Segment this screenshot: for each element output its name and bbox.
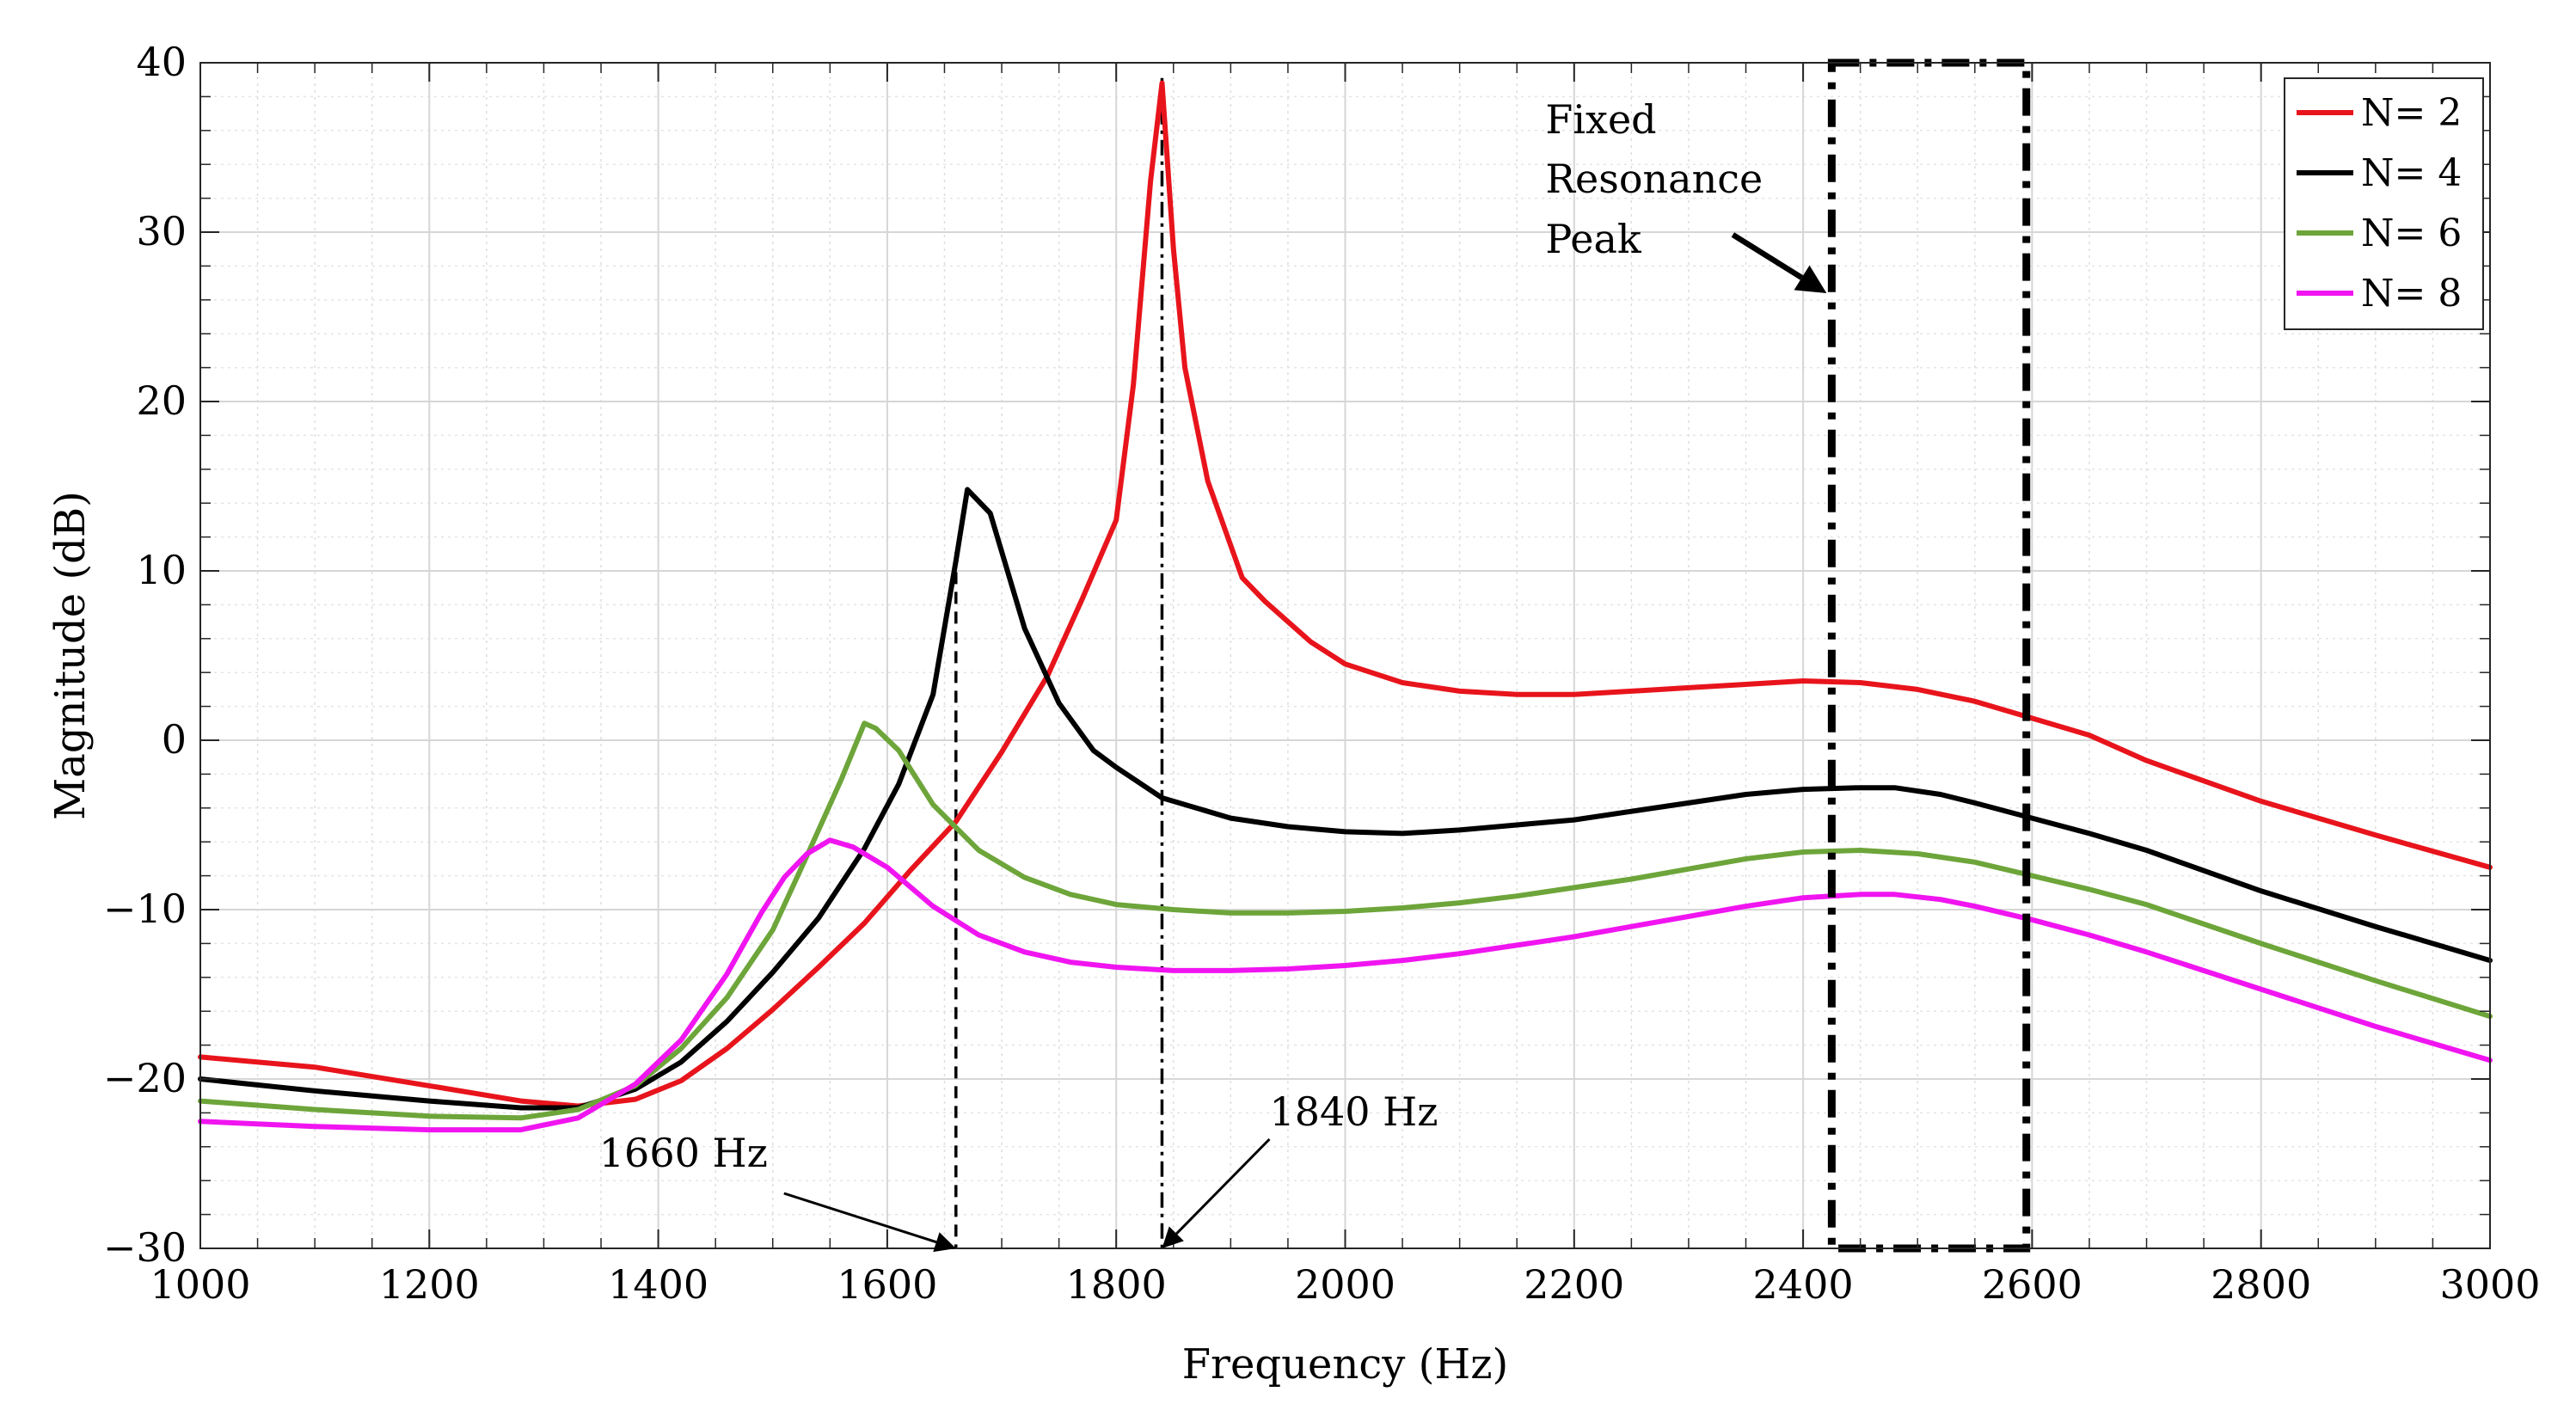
- annotation-fixed-line-2: Resonance: [1545, 156, 1763, 202]
- legend-label-3: N= 6: [2361, 212, 2462, 255]
- series-line-1: [198, 80, 2493, 1109]
- series-lines: [198, 80, 2493, 1133]
- arrow-fixed: [1731, 232, 1827, 293]
- legend-box: [2284, 77, 2484, 330]
- x-axis-label: Frequency (Hz): [1182, 1340, 1508, 1389]
- y-tick-label: 10: [136, 547, 187, 593]
- arrow-1840: [1162, 1137, 1271, 1248]
- y-tick-label: −20: [103, 1055, 187, 1101]
- legend-label-2: N= 4: [2361, 151, 2462, 195]
- arrow-1660: [783, 1192, 956, 1253]
- annotation-1840-hz: 1840 Hz: [1269, 1088, 1438, 1135]
- y-tick-label: 0: [162, 716, 187, 763]
- y-tick-label: 40: [136, 39, 187, 85]
- arrow-1660-head: [933, 1232, 956, 1253]
- arrow-fixed-shaft: [1731, 232, 1804, 280]
- annotation-fixed-line-3: Peak: [1545, 216, 1642, 262]
- x-tick-label: 1000: [150, 1261, 250, 1308]
- x-tick-label: 1800: [1066, 1261, 1167, 1308]
- x-tick-labels: 1000 1200 1400 1600 1800 2000 2200 2400 2600 2800…: [150, 1261, 2540, 1308]
- series-line-4: [198, 837, 2493, 1133]
- y-tick-labels: −30 −20 −10 0 10 20 30 40: [103, 39, 187, 1271]
- x-tick-label: 1400: [608, 1261, 708, 1308]
- series-line-2: [198, 487, 2493, 1111]
- x-tick-label: 2000: [1295, 1261, 1395, 1308]
- frequency-markers: [954, 77, 1164, 1248]
- series-line-3: [198, 720, 2493, 1121]
- axis-ticks: [199, 62, 2491, 1249]
- x-tick-label: 2200: [1524, 1261, 1624, 1308]
- legend-label-1: N= 2: [2361, 91, 2462, 135]
- annotation-1660-hz: 1660 Hz: [599, 1130, 768, 1176]
- arrow-1840-head: [1162, 1226, 1184, 1248]
- x-tick-label: 2400: [1753, 1261, 1854, 1308]
- x-tick-label: 2800: [2211, 1261, 2311, 1308]
- annotation-fixed-line-1: Fixed: [1545, 96, 1656, 143]
- y-axis-label: Magnitude (dB): [46, 491, 95, 820]
- y-tick-label: 30: [136, 208, 187, 254]
- y-tick-label: −10: [103, 886, 187, 932]
- y-tick-label: −30: [103, 1224, 187, 1271]
- arrow-fixed-head: [1794, 265, 1827, 293]
- legend: N= 2 N= 4 N= 6 N= 8: [2284, 77, 2484, 330]
- x-tick-label: 3000: [2439, 1261, 2540, 1308]
- arrow-1660-shaft: [783, 1192, 937, 1244]
- x-tick-label: 2600: [1982, 1261, 2082, 1308]
- x-tick-label: 1200: [379, 1261, 480, 1308]
- y-tick-label: 20: [136, 377, 187, 424]
- legend-label-4: N= 8: [2361, 272, 2462, 316]
- annotations: 1660 Hz 1840 Hz Fixed Resonance Peak: [599, 96, 1827, 1253]
- x-tick-label: 1600: [837, 1261, 937, 1308]
- arrow-1840-shaft: [1175, 1137, 1271, 1235]
